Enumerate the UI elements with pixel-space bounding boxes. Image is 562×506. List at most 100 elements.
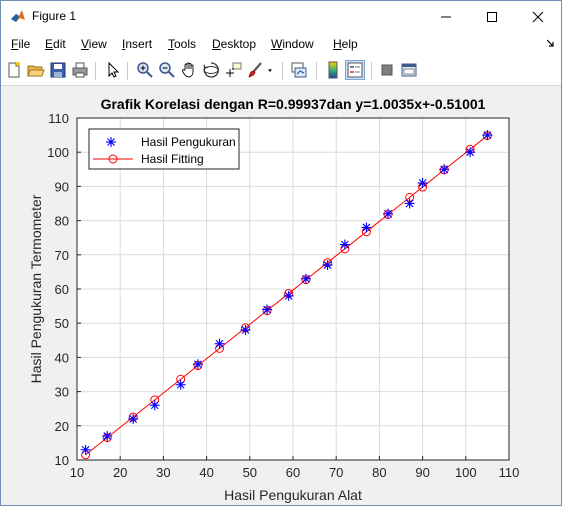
- menu-help[interactable]: Help: [333, 37, 358, 51]
- measured-point: [300, 273, 311, 284]
- measured-point: [240, 325, 251, 336]
- y-tick-label: 20: [55, 419, 69, 434]
- x-tick-label: 30: [156, 465, 170, 480]
- hide-plot-tools-icon: [381, 64, 393, 76]
- plot-svg: 10 20 30 40 50 60 70 80 90 100 110 10 20 30 40 50 60 70 8…: [28, 96, 519, 503]
- measured-point: [322, 260, 333, 271]
- toolbar-separator: [127, 62, 128, 80]
- pointer-button[interactable]: [103, 60, 123, 80]
- measured-point: [149, 400, 160, 411]
- legend-fit-marker: [108, 154, 118, 164]
- legend-fit-label: Hasil Fitting: [141, 152, 204, 166]
- zoom-out-icon: [159, 62, 175, 78]
- link-plot-button[interactable]: [289, 60, 309, 80]
- menu-desktop[interactable]: Desktop: [212, 37, 257, 51]
- measured-point: [383, 208, 394, 219]
- legend-button[interactable]: [345, 60, 365, 80]
- toolbar-separator: [282, 62, 283, 80]
- toolbar-separator: [316, 62, 317, 80]
- menu-view[interactable]: View: [81, 37, 107, 51]
- figure-canvas[interactable]: 10 20 30 40 50 60 70 80 90 100 110 10 20 30 40 50 60 70 8…: [1, 87, 561, 505]
- data-cursor-icon: [226, 62, 242, 77]
- y-axis-label: Hasil Pengukuran Termometer: [28, 194, 44, 383]
- brush-dropdown-button[interactable]: [264, 60, 276, 80]
- y-tick-label: 110: [48, 111, 69, 126]
- figure-toolbar: [1, 56, 561, 86]
- legend-measured-label: Hasil Pengukuran: [141, 135, 236, 149]
- measured-series: [80, 130, 493, 455]
- brush-button[interactable]: [245, 60, 265, 80]
- toolbar-separator: [371, 62, 372, 80]
- menu-bar: File Edit View Insert Tools Desktop Wind…: [1, 32, 561, 56]
- measured-point: [482, 130, 493, 141]
- legend-icon: [347, 62, 363, 78]
- hide-plot-tools-button[interactable]: [377, 60, 397, 80]
- measured-point: [361, 222, 372, 233]
- x-tick-label: 60: [286, 465, 300, 480]
- minimize-icon: [441, 16, 451, 17]
- y-tick-label: 40: [55, 350, 69, 365]
- matlab-icon: [11, 10, 25, 22]
- x-axis: 10 20 30 40 50 60 70 80 90 100 110: [70, 456, 519, 480]
- data-cursor-button[interactable]: [223, 60, 243, 80]
- colorbar-icon: [328, 61, 338, 79]
- x-tick-label: 40: [199, 465, 213, 480]
- zoom-in-icon: [137, 62, 153, 78]
- fit-line: [85, 135, 488, 456]
- menu-tools[interactable]: Tools: [168, 37, 197, 51]
- y-tick-label: 10: [55, 453, 69, 468]
- new-figure-button[interactable]: [4, 60, 24, 80]
- rotate-3d-icon: [203, 62, 219, 78]
- pan-button[interactable]: [179, 60, 199, 80]
- save-icon: [50, 62, 66, 78]
- y-tick-label: 50: [55, 316, 69, 331]
- link-plot-icon: [291, 62, 307, 78]
- measured-point: [465, 147, 476, 158]
- maximize-button[interactable]: [469, 1, 515, 32]
- title-bar: Figure 1: [1, 1, 561, 32]
- open-file-button[interactable]: [26, 60, 46, 80]
- y-tick-label: 70: [55, 248, 69, 263]
- measured-point: [439, 164, 450, 175]
- pan-icon: [182, 62, 194, 78]
- rotate-3d-button[interactable]: [201, 60, 221, 80]
- dock-arrow-icon[interactable]: [545, 38, 555, 48]
- measured-point: [339, 239, 350, 250]
- window-title: Figure 1: [32, 9, 77, 23]
- y-tick-label: 90: [55, 179, 69, 194]
- zoom-in-button[interactable]: [135, 60, 155, 80]
- grid-lines: [77, 118, 509, 460]
- minimize-button[interactable]: [423, 1, 469, 32]
- colorbar-button[interactable]: [323, 60, 343, 80]
- x-tick-label: 100: [455, 465, 477, 480]
- save-button[interactable]: [48, 60, 68, 80]
- print-icon: [72, 62, 88, 78]
- print-button[interactable]: [70, 60, 90, 80]
- show-plot-tools-button[interactable]: [399, 60, 419, 80]
- close-button[interactable]: [515, 1, 561, 32]
- menu-window[interactable]: Window: [271, 37, 314, 51]
- y-axis: 10 20 30 40 50 60 70 80 90 100 110: [47, 111, 81, 468]
- measured-point: [80, 444, 91, 455]
- x-tick-label: 70: [329, 465, 343, 480]
- new-figure-icon: [8, 62, 20, 78]
- measured-point: [175, 379, 186, 390]
- y-tick-label: 100: [47, 145, 69, 160]
- brush-dropdown-icon: [268, 69, 272, 72]
- open-file-icon: [27, 65, 45, 77]
- measured-point: [262, 304, 273, 315]
- maximize-icon: [487, 11, 497, 22]
- measured-point: [417, 177, 428, 188]
- legend[interactable]: Hasil Pengukuran Hasil Fitting: [88, 128, 240, 170]
- x-tick-label: 20: [113, 465, 127, 480]
- x-tick-label: 80: [372, 465, 386, 480]
- measured-point: [128, 413, 139, 424]
- x-tick-label: 10: [70, 465, 84, 480]
- menu-edit[interactable]: Edit: [45, 37, 66, 51]
- measured-point: [214, 338, 225, 349]
- menu-file[interactable]: File: [11, 37, 31, 51]
- zoom-out-button[interactable]: [157, 60, 177, 80]
- menu-insert[interactable]: Insert: [122, 37, 153, 51]
- legend-box: [88, 128, 240, 170]
